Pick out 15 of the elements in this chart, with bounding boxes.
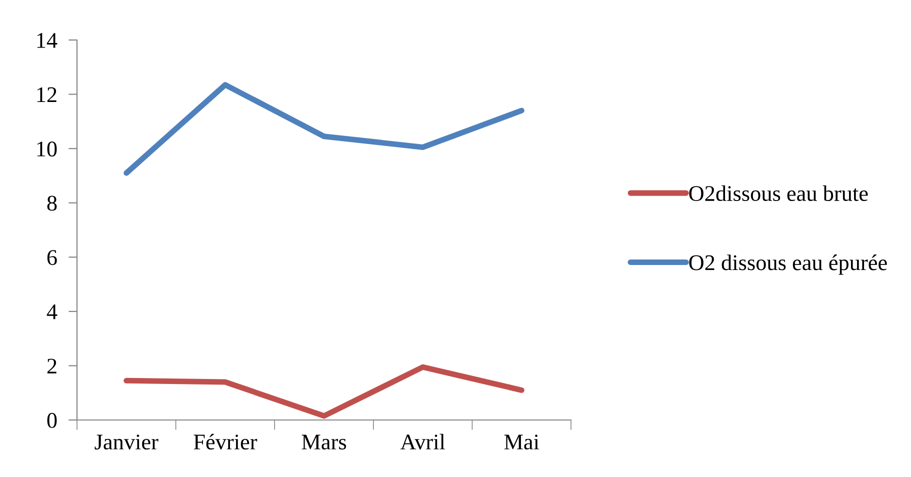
y-tick-label: 0 (47, 412, 57, 428)
legend-label: O2 dissous eau épurée (689, 254, 887, 275)
y-tick-label: 2 (47, 358, 56, 374)
x-tick-label: Mars (302, 434, 346, 450)
x-tick-label: Janvier (94, 434, 158, 450)
y-tick-label: 12 (37, 87, 56, 102)
y-tick-label: 10 (37, 142, 57, 156)
y-tick-label: 14 (37, 33, 58, 48)
x-tick-label: Mai (504, 434, 540, 450)
y-tick-label: 8 (47, 196, 57, 211)
y-tick-label: 4 (46, 304, 58, 320)
y-tick-label: 6 (47, 250, 57, 266)
x-tick-label: Avril (400, 434, 445, 450)
x-tick-label: Février (194, 434, 258, 450)
legend-label: O2dissous eau brute (689, 185, 868, 202)
